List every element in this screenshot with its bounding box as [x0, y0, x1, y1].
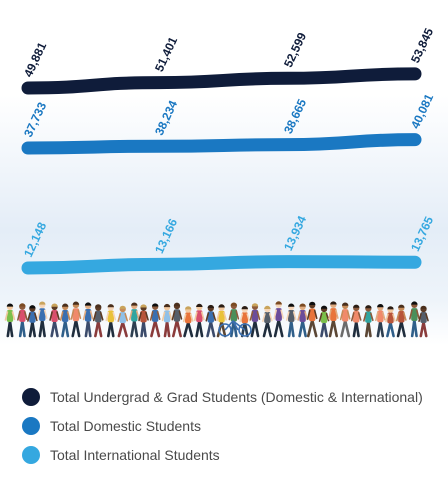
walking-person [49, 303, 60, 338]
series-line-domestic [21, 133, 422, 155]
walking-person [249, 303, 261, 338]
data-label-international-2018: 13,166 [152, 216, 180, 255]
walking-person [171, 302, 183, 338]
walking-person [350, 304, 362, 338]
walking-person [409, 301, 420, 338]
walking-person [17, 303, 28, 338]
legend-label-domestic: Total Domestic Students [50, 417, 201, 434]
legend-swatch-international [22, 445, 40, 464]
data-label-international-2020: 13,765 [408, 214, 436, 253]
walking-person [239, 305, 251, 338]
enrollment-chart: 49,881 51,401 52,599 53,845 37,733 38,234 38,6… [4, 26, 436, 338]
walking-person [375, 303, 386, 338]
data-label-total-2018: 51,401 [152, 34, 180, 73]
walking-person [285, 303, 297, 338]
series-domestic: 37,733 38,234 38,665 40,081 [21, 91, 436, 155]
series-line-total [21, 67, 422, 95]
series-total: 49,881 51,401 52,599 53,845 [21, 26, 436, 95]
series-layer: 49,881 51,401 52,599 53,845 37,733 38,234 38,6… [21, 26, 436, 275]
data-label-domestic-2020: 40,081 [408, 91, 436, 130]
data-label-international-2019: 13,934 [281, 213, 309, 252]
legend-label-international: Total International Students [50, 446, 220, 463]
walking-person [92, 304, 104, 338]
walking-person [182, 306, 194, 338]
walking-person [297, 303, 308, 338]
data-label-domestic-2019: 38,665 [281, 96, 309, 135]
legend: Total Undergrad & Grad Students (Domesti… [22, 382, 423, 469]
legend-label-total: Total Undergrad & Grad Students (Domesti… [50, 388, 423, 405]
walking-person [149, 303, 161, 338]
legend-item-international: Total International Students [22, 440, 423, 469]
walking-person [117, 305, 129, 338]
legend-item-total: Total Undergrad & Grad Students (Domesti… [22, 382, 423, 411]
walking-person [306, 301, 318, 338]
walking-person [418, 305, 429, 338]
walking-person [105, 304, 117, 338]
series-line-international [21, 255, 422, 275]
legend-item-domestic: Total Domestic Students [22, 411, 423, 440]
walking-person [4, 303, 16, 338]
data-label-international-2017: 12,148 [21, 220, 49, 259]
bicycle-icon [218, 319, 252, 337]
walking-person [385, 306, 396, 338]
legend-swatch-total [22, 387, 40, 406]
series-international: 12,148 13,166 13,934 13,765 [21, 213, 436, 275]
walking-person [273, 301, 284, 338]
walking-person [36, 301, 48, 338]
walking-person [318, 305, 330, 338]
data-label-total-2017: 49,881 [21, 40, 49, 79]
walking-person [205, 304, 217, 338]
people-walking-crowd-illustration [4, 301, 429, 338]
walking-person [194, 303, 205, 338]
data-label-total-2020: 53,845 [408, 26, 436, 65]
walking-person [161, 303, 173, 338]
walking-person [363, 305, 374, 338]
walking-person [59, 303, 71, 338]
walking-person [70, 301, 82, 338]
walking-person [27, 305, 38, 338]
walking-person [128, 302, 140, 338]
data-label-total-2019: 52,599 [281, 30, 309, 69]
legend-swatch-domestic [22, 416, 40, 435]
walking-person [138, 304, 149, 338]
walking-person [262, 305, 273, 338]
walking-person [82, 302, 94, 338]
walking-person [396, 304, 407, 338]
walking-person [328, 301, 339, 338]
walking-person [339, 302, 351, 338]
data-label-domestic-2018: 38,234 [152, 98, 180, 137]
data-label-domestic-2017: 37,733 [21, 100, 49, 139]
